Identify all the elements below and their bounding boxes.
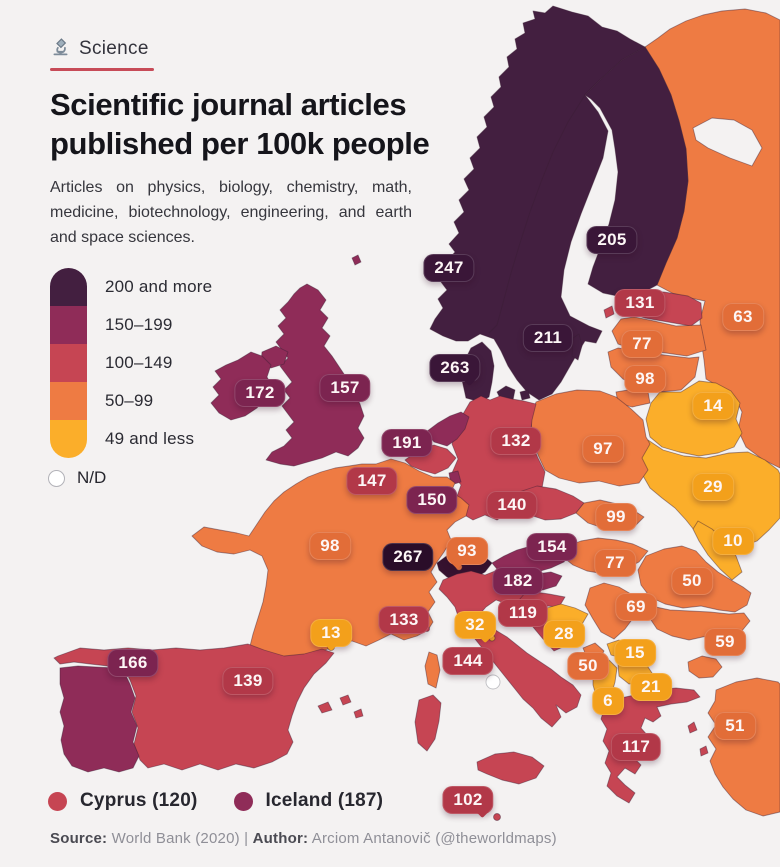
author-text: Arciom Antanovič (@theworldmaps) bbox=[308, 830, 557, 847]
country-austria bbox=[491, 541, 572, 577]
white-sea bbox=[692, 117, 763, 167]
legend-labels: 200 and more 150–199 100–149 50–99 49 and le… bbox=[105, 268, 212, 458]
vatican-nd-marker bbox=[485, 674, 501, 690]
country-liechtenstein bbox=[455, 563, 463, 571]
denmark-islands-2 bbox=[519, 389, 531, 401]
country-montenegro bbox=[582, 642, 605, 663]
category-underline bbox=[50, 68, 154, 71]
country-san-marino bbox=[488, 634, 496, 642]
iceland-dot bbox=[233, 791, 253, 811]
norway-sweden-border bbox=[488, 94, 586, 334]
country-norway-sweden bbox=[429, 5, 646, 401]
island-sardinia bbox=[414, 694, 442, 752]
header: Science Scientific journal articles publ… bbox=[50, 36, 430, 250]
cyprus-dot bbox=[48, 791, 67, 811]
country-andorra bbox=[327, 643, 335, 651]
country-greece bbox=[600, 687, 701, 804]
estonia-islands bbox=[603, 305, 615, 319]
legend-swatch-0 bbox=[50, 268, 87, 306]
legend-label-3: 50–99 bbox=[105, 391, 154, 410]
legend-swatch-3 bbox=[50, 382, 87, 420]
country-turkey bbox=[707, 677, 780, 817]
legend-bar bbox=[50, 268, 87, 458]
page-title: Scientific journal articles published pe… bbox=[50, 87, 430, 161]
country-monaco bbox=[424, 626, 430, 632]
country-netherlands bbox=[425, 411, 470, 447]
country-turkey-europe bbox=[687, 655, 723, 679]
note-iceland: Iceland (187) bbox=[233, 790, 384, 812]
source-label: Source: bbox=[50, 830, 108, 847]
no-data-swatch bbox=[48, 469, 65, 487]
legend-swatch-4 bbox=[50, 420, 87, 458]
country-czechia bbox=[518, 485, 585, 521]
greece-islands bbox=[687, 721, 698, 734]
source-row: Source: World Bank (2020) | Author: Arci… bbox=[50, 830, 557, 847]
map-notes: Cyprus (120) Iceland (187) bbox=[48, 790, 383, 812]
shetland-islands bbox=[351, 254, 362, 266]
legend-label-0: 200 and more bbox=[105, 277, 213, 296]
island-gotland bbox=[571, 333, 583, 361]
country-albania bbox=[592, 659, 618, 709]
category-label: Science bbox=[79, 38, 149, 59]
country-united-kingdom bbox=[265, 283, 365, 467]
legend-swatch-1 bbox=[50, 306, 87, 344]
country-hungary bbox=[562, 537, 649, 575]
source-text: World Bank (2020) bbox=[107, 830, 245, 847]
legend-label-2: 100–149 bbox=[105, 353, 173, 372]
legend-label-1: 150–199 bbox=[105, 315, 173, 334]
note-cyprus: Cyprus (120) bbox=[48, 790, 198, 812]
divider: | bbox=[244, 830, 253, 847]
country-ireland bbox=[210, 351, 274, 421]
no-data-label: N/D bbox=[77, 468, 107, 487]
balearic-islands-2 bbox=[339, 694, 352, 706]
legend: 200 and more 150–199 100–149 50–99 49 and le… bbox=[50, 268, 212, 458]
country-north-macedonia bbox=[617, 659, 653, 685]
greece-islands-2 bbox=[699, 745, 709, 757]
page-subtitle: Articles on physics, biology, chemistry,… bbox=[50, 179, 412, 246]
legend-label-4: 49 and less bbox=[105, 429, 195, 448]
country-serbia bbox=[584, 582, 641, 640]
author-label: Author: bbox=[252, 830, 309, 847]
country-slovakia bbox=[575, 499, 645, 531]
country-portugal bbox=[59, 665, 140, 773]
cyprus-value-text: Cyprus (120) bbox=[80, 790, 198, 811]
legend-swatch-2 bbox=[50, 344, 87, 382]
country-kosovo bbox=[606, 639, 629, 659]
microscope-icon bbox=[50, 36, 71, 62]
country-belarus bbox=[645, 380, 743, 457]
balearic-islands-3 bbox=[353, 708, 364, 719]
country-denmark bbox=[461, 341, 495, 403]
country-italy bbox=[438, 570, 582, 728]
iceland-value-text: Iceland (187) bbox=[265, 790, 384, 811]
legend-no-data: N/D bbox=[48, 468, 106, 488]
country-russia bbox=[644, 8, 780, 469]
country-malta bbox=[493, 813, 501, 821]
island-sicily bbox=[476, 751, 545, 785]
island-corsica bbox=[424, 651, 441, 689]
category-row: Science bbox=[50, 36, 430, 62]
balearic-islands bbox=[317, 701, 333, 714]
